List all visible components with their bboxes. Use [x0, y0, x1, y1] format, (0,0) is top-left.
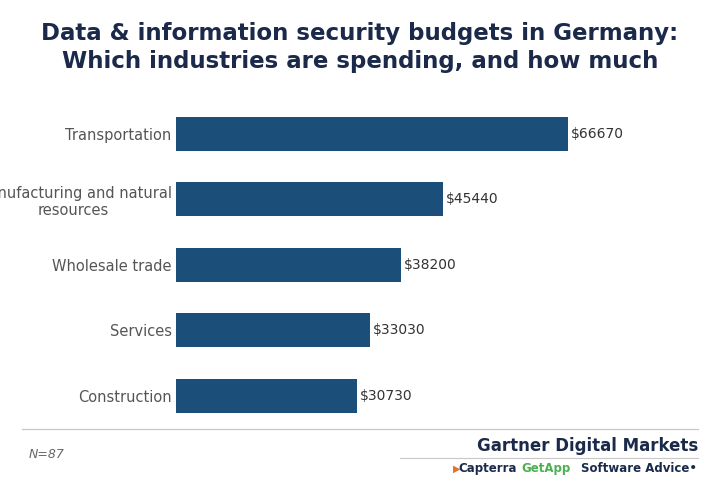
Text: ▶: ▶ [453, 464, 460, 473]
Text: $30730: $30730 [360, 389, 413, 403]
Text: Capterra: Capterra [459, 462, 517, 475]
Text: $38200: $38200 [404, 258, 456, 272]
Text: $33030: $33030 [374, 323, 426, 337]
Text: GetApp: GetApp [521, 462, 570, 475]
Bar [176, 379, 357, 413]
Bar [176, 313, 370, 347]
Bar [176, 182, 444, 216]
Text: Data & information security budgets in Germany:
Which industries are spending, a: Data & information security budgets in G… [42, 22, 678, 73]
Text: $66670: $66670 [571, 127, 624, 141]
Bar [176, 117, 568, 151]
Text: Software Advice•: Software Advice• [581, 462, 697, 475]
Bar [176, 248, 401, 282]
Text: Gartner Digital Markets: Gartner Digital Markets [477, 437, 698, 455]
Text: $45440: $45440 [446, 192, 499, 207]
Text: N=87: N=87 [29, 448, 65, 461]
